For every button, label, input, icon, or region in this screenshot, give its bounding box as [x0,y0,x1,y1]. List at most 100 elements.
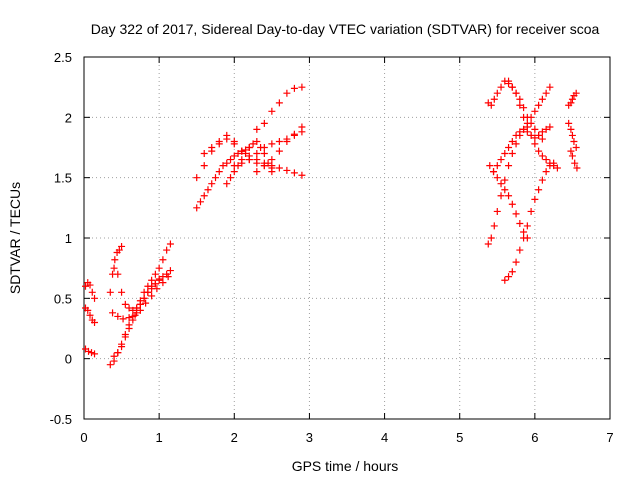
series-s6 [106,240,174,369]
data-point-s17-16 [542,89,550,97]
data-point-s20-8 [520,125,528,133]
data-point-s20-5 [508,137,516,145]
data-point-s12-12 [268,168,276,176]
data-point-s17-6 [505,162,513,170]
data-point-s20-0 [490,168,498,176]
data-point-s15-3 [275,147,283,155]
data-point-s17-7 [508,150,516,158]
data-point-s9-8 [223,159,231,167]
data-point-s9-3 [204,186,212,194]
y-tick-label-2: 0.5 [54,291,72,306]
series-s19 [501,159,558,284]
data-point-s2-4 [91,318,99,326]
data-point-s7-0 [109,309,117,317]
data-point-s16-16 [542,156,550,164]
data-point-s19-12 [546,162,554,170]
data-point-s16-13 [531,140,539,148]
data-point-s5-3 [121,300,129,308]
data-point-s18-7 [512,210,520,218]
data-point-s9-1 [196,198,204,206]
data-point-s21-0 [505,77,513,85]
data-point-s11-13 [298,171,306,179]
data-point-s21-6 [527,119,535,127]
data-point-s21-2 [512,89,520,97]
x-axis-label: GPS time / hours [292,458,399,474]
data-point-s10-1 [200,162,208,170]
data-point-s11-11 [283,166,291,174]
data-point-s15-0 [253,168,261,176]
data-point-s22-2 [568,95,576,103]
data-point-s19-13 [550,159,558,167]
y-tick-label-1: 0 [65,352,72,367]
data-point-s9-5 [212,174,219,182]
data-point-s19-9 [535,186,543,194]
data-point-s12-8 [253,137,261,145]
data-point-s23-4 [572,144,580,151]
data-point-s20-1 [493,162,501,170]
data-point-s18-8 [516,220,524,228]
data-point-s1-3 [88,288,96,296]
data-point-s6-12 [151,270,159,278]
series-s1 [82,279,99,302]
data-point-s19-3 [512,258,520,266]
x-tick-label-1: 1 [156,430,163,445]
data-point-s18-6 [508,200,516,208]
data-point-s16-15 [538,152,546,160]
data-point-s18-0 [486,162,494,170]
data-point-s6-16 [166,240,174,248]
data-point-s4-5 [118,242,126,250]
data-point-s9-6 [215,168,223,176]
series-s4 [106,242,126,296]
data-point-s11-2 [215,140,223,148]
data-point-s16-4 [497,83,505,91]
data-point-s16-14 [535,147,543,155]
data-point-s13-4 [260,144,268,151]
data-point-s1-2 [86,281,94,289]
data-point-s8-7 [136,300,144,308]
data-point-s7-8 [153,285,161,293]
x-tick-label-3: 3 [306,430,313,445]
data-point-s13-2 [245,156,253,164]
data-point-s9-7 [219,162,227,170]
data-point-s11-10 [275,164,283,172]
data-point-s6-15 [163,246,171,254]
data-point-s17-4 [497,192,505,200]
data-point-s8-11 [151,280,159,288]
data-point-s9-2 [200,192,208,200]
data-point-s18-3 [497,180,505,188]
data-point-s7-9 [159,279,167,287]
data-point-s16-3 [493,89,501,97]
data-point-s24-2 [571,159,579,167]
series-s18 [486,162,531,242]
data-point-s5-2 [118,288,126,296]
data-point-s22-1 [567,99,575,107]
data-point-s20-2 [497,156,505,164]
data-point-s13-0 [230,162,238,170]
x-tick-label-6: 6 [531,430,538,445]
data-point-s12-1 [227,174,235,182]
data-point-s8-10 [148,282,156,290]
data-point-s6-11 [148,276,156,284]
series-s5 [110,264,174,314]
data-point-s13-5 [268,140,276,148]
grid-lines [84,57,610,419]
data-point-s8-8 [140,294,148,302]
data-point-s11-9 [268,162,276,170]
data-point-s7-5 [136,306,144,314]
data-point-s23-0 [565,119,573,127]
data-point-s21-3 [516,95,524,103]
data-point-s19-8 [531,195,539,203]
data-point-s17-13 [531,107,539,115]
data-point-s21-4 [520,104,528,112]
data-point-s11-3 [223,135,231,143]
data-point-s11-4 [230,140,238,148]
data-point-s19-7 [527,207,535,215]
data-point-s11-0 [200,150,208,158]
series-s11 [200,135,306,179]
data-point-s22-4 [572,89,580,97]
data-point-s20-3 [501,150,509,158]
data-point-s17-17 [546,83,554,91]
series-s2 [82,304,99,326]
data-point-s15-2 [268,156,276,164]
